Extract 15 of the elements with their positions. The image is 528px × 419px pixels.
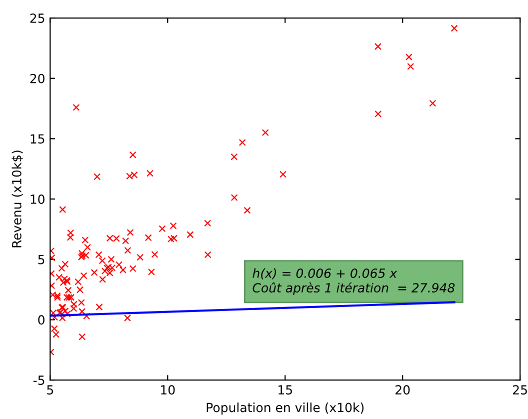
y-tick-label: 25 <box>30 13 44 23</box>
y-axis-title: Revenu (x10k$) <box>12 150 24 248</box>
y-tick-label: 20 <box>30 74 44 84</box>
x-tick-label: 10 <box>161 385 175 395</box>
y-tick-label: 10 <box>30 194 44 204</box>
y-tick-label: 15 <box>30 134 44 144</box>
x-tick-label: 20 <box>396 385 410 395</box>
x-tick-label: 5 <box>47 385 54 395</box>
y-tick-label: 0 <box>38 315 44 325</box>
annotation: h(x) = 0.006 + 0.065 x Coût après 1 itération = 27.948 <box>252 268 455 295</box>
y-tick-label: 5 <box>38 254 44 264</box>
x-axis-title: Population en ville (x10k) <box>206 402 364 415</box>
x-tick-label: 25 <box>513 385 527 395</box>
y-tick-label: -5 <box>33 376 44 385</box>
x-tick-label: 15 <box>278 385 292 395</box>
